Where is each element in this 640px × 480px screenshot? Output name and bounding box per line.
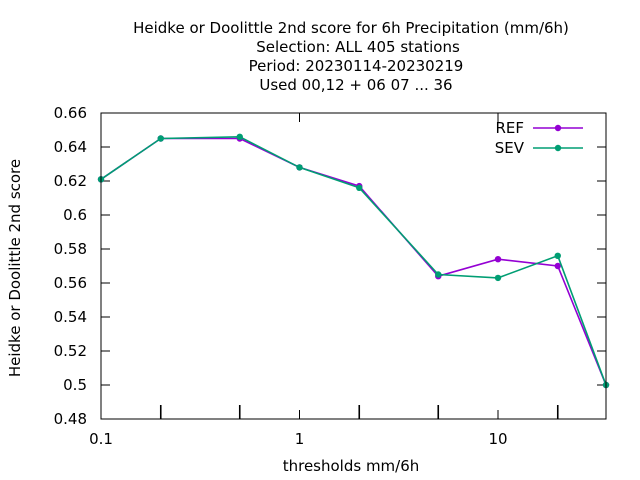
data-point-sev	[236, 133, 243, 140]
y-tick-label: 0.48	[54, 410, 87, 428]
y-tick-label: 0.62	[54, 172, 87, 190]
y-tick-label: 0.54	[54, 308, 87, 326]
title-line-1: Heidke or Doolittle 2nd score for 6h Pre…	[133, 19, 569, 37]
plot-frame	[100, 112, 607, 420]
title-line-4: Used 00,12 + 06 07 ... 36	[259, 76, 452, 94]
y-tick-label: 0.5	[63, 376, 87, 394]
x-tick-label: 10	[488, 430, 507, 448]
y-tick-label: 0.56	[54, 274, 87, 292]
x-tick-label: 0.1	[89, 430, 113, 448]
title-line-2: Selection: ALL 405 stations	[256, 38, 460, 56]
data-point-sev	[554, 252, 561, 259]
y-tick-label: 0.64	[54, 138, 87, 156]
y-tick-label: 0.6	[63, 206, 87, 224]
chart-title: Heidke or Doolittle 2nd score for 6h Pre…	[133, 19, 569, 94]
data-point-sev	[296, 164, 303, 171]
title-line-3: Period: 20230114-20230219	[249, 57, 464, 75]
legend-label-sev: SEV	[495, 139, 525, 157]
series-layer	[97, 133, 610, 389]
legend-marker-sev	[554, 144, 562, 152]
data-point-sev	[494, 274, 502, 282]
y-axis-label: Heidke or Doolittle 2nd score	[6, 159, 24, 377]
data-point-sev	[356, 184, 363, 191]
data-point-sev	[157, 135, 164, 142]
y-tick-label: 0.58	[54, 240, 87, 258]
series-line-sev	[100, 135, 607, 386]
x-axis-label: thresholds mm/6h	[283, 457, 420, 475]
data-point-sev	[435, 271, 442, 278]
axis-ticks: 0.48 0.5 0.52 0.54 0.56 0.58 0.6 0.62 0.64 0.66 0.…	[54, 104, 606, 448]
legend-marker-ref	[554, 124, 562, 132]
legend: REF SEV	[495, 119, 583, 157]
data-point-ref	[494, 256, 502, 263]
x-tick-label: 1	[295, 430, 305, 448]
y-tick-label: 0.66	[54, 104, 87, 122]
legend-label-ref: REF	[495, 119, 524, 137]
series-line-ref	[100, 137, 607, 386]
data-point-ref	[554, 262, 561, 270]
y-tick-label: 0.52	[54, 342, 87, 360]
